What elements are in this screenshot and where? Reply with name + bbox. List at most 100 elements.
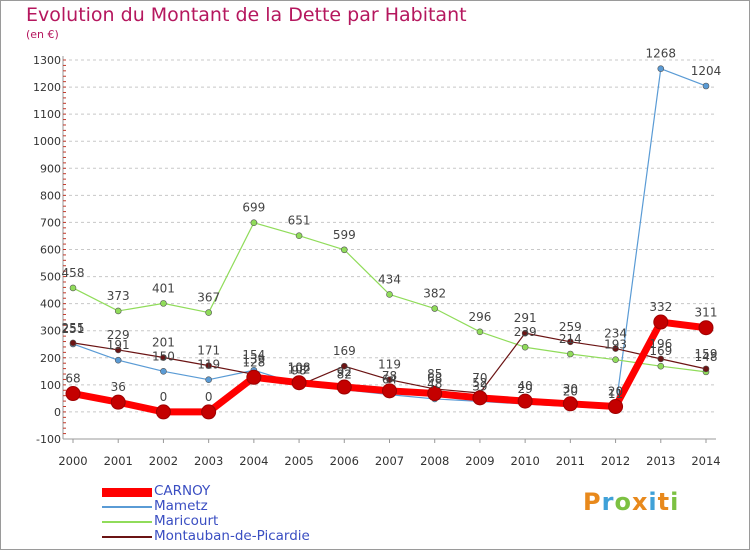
data-label: 0 bbox=[205, 390, 213, 404]
data-label: 154 bbox=[242, 348, 265, 362]
data-point bbox=[567, 350, 574, 358]
data-point bbox=[612, 356, 619, 363]
data-label: 599 bbox=[333, 228, 356, 242]
data-label: 82 bbox=[337, 368, 352, 382]
logo-letter: x bbox=[631, 488, 649, 516]
data-label: 128 bbox=[242, 355, 265, 369]
data-label: 64 bbox=[382, 373, 397, 387]
data-point bbox=[205, 362, 212, 369]
legend-label: Maricourt bbox=[154, 513, 219, 529]
data-point bbox=[562, 396, 578, 412]
data-point bbox=[336, 379, 352, 395]
data-label: 171 bbox=[197, 344, 220, 358]
y-tick-label: 200 bbox=[40, 352, 61, 365]
logo-letter: t bbox=[657, 488, 671, 516]
data-point bbox=[114, 307, 122, 315]
data-label: 52 bbox=[472, 376, 487, 390]
data-label: 1204 bbox=[691, 64, 722, 78]
y-tick-label: 600 bbox=[40, 244, 61, 257]
data-point bbox=[431, 305, 439, 312]
data-label: 196 bbox=[649, 337, 672, 351]
data-label: 102 bbox=[288, 362, 311, 376]
x-tick-label: 2000 bbox=[58, 454, 87, 468]
data-label: 193 bbox=[604, 338, 627, 352]
data-point bbox=[340, 362, 348, 370]
data-point bbox=[205, 376, 212, 384]
data-label: 651 bbox=[288, 214, 311, 228]
data-point bbox=[340, 246, 348, 254]
data-point bbox=[160, 368, 167, 375]
data-label: 20 bbox=[608, 385, 623, 399]
legend-label: CARNOY bbox=[154, 483, 211, 499]
data-label: 119 bbox=[197, 358, 220, 372]
data-point bbox=[567, 338, 574, 346]
data-label: 139 bbox=[242, 352, 265, 366]
legend-swatch bbox=[102, 521, 152, 523]
data-label: 148 bbox=[695, 350, 718, 364]
x-tick-label: 2002 bbox=[149, 454, 178, 468]
data-label: 20 bbox=[563, 385, 578, 399]
data-point bbox=[612, 345, 619, 352]
data-label: 401 bbox=[152, 281, 175, 295]
data-label: 367 bbox=[197, 291, 220, 305]
data-point bbox=[160, 300, 167, 307]
data-label: 68 bbox=[427, 372, 442, 386]
data-point bbox=[608, 399, 624, 415]
y-tick-label: 300 bbox=[40, 325, 61, 338]
data-label: 119 bbox=[378, 358, 401, 372]
x-tick-label: 2008 bbox=[420, 454, 449, 468]
x-tick-label: 2004 bbox=[239, 454, 268, 468]
data-label: 1268 bbox=[646, 47, 677, 61]
legend-swatch bbox=[102, 487, 152, 497]
y-tick-label: 500 bbox=[40, 271, 61, 284]
data-label: 699 bbox=[242, 201, 265, 215]
y-tick-label: 100 bbox=[40, 379, 61, 392]
data-label: 0 bbox=[160, 390, 168, 404]
legend-label: Montauban-de-Picardie bbox=[154, 528, 310, 544]
data-label: 191 bbox=[107, 338, 130, 352]
data-label: 296 bbox=[468, 310, 491, 324]
x-tick-label: 2005 bbox=[284, 454, 313, 468]
x-tick-label: 2014 bbox=[691, 454, 720, 468]
data-label: 150 bbox=[152, 349, 175, 363]
data-point bbox=[110, 394, 126, 410]
logo-letter: i bbox=[670, 488, 680, 516]
data-point bbox=[386, 376, 393, 384]
data-label: 98 bbox=[291, 363, 306, 377]
x-tick-label: 2009 bbox=[465, 454, 494, 468]
data-point bbox=[69, 339, 77, 347]
y-tick-label: 400 bbox=[40, 298, 61, 311]
data-label: 255 bbox=[62, 321, 85, 335]
data-point bbox=[291, 375, 307, 391]
data-label: 229 bbox=[107, 328, 130, 342]
data-point bbox=[246, 369, 262, 385]
logo-letter: i bbox=[648, 488, 658, 516]
y-tick-label: 1200 bbox=[33, 81, 61, 94]
data-label: 70 bbox=[472, 371, 487, 385]
data-point bbox=[657, 362, 665, 370]
data-point bbox=[517, 393, 533, 409]
data-point bbox=[472, 390, 488, 406]
data-point bbox=[295, 232, 303, 239]
data-label: 85 bbox=[427, 367, 442, 381]
legend-swatch bbox=[102, 536, 152, 538]
data-label: 291 bbox=[514, 311, 537, 325]
data-point bbox=[698, 320, 714, 336]
y-tick-label: 900 bbox=[40, 162, 61, 175]
data-point bbox=[521, 329, 529, 337]
data-label: 36 bbox=[111, 380, 126, 394]
data-point bbox=[476, 328, 484, 336]
data-label: 11 bbox=[608, 387, 623, 401]
proxiti-logo: Proxiti bbox=[583, 488, 679, 516]
data-point bbox=[205, 309, 212, 316]
data-label: 159 bbox=[695, 347, 718, 361]
data-point bbox=[657, 355, 665, 363]
data-point bbox=[69, 284, 77, 292]
data-label: 214 bbox=[559, 332, 582, 346]
data-point bbox=[653, 314, 669, 330]
data-label: 169 bbox=[649, 344, 672, 358]
data-point bbox=[155, 404, 171, 420]
data-point bbox=[382, 383, 397, 399]
data-label: 48 bbox=[427, 377, 442, 391]
